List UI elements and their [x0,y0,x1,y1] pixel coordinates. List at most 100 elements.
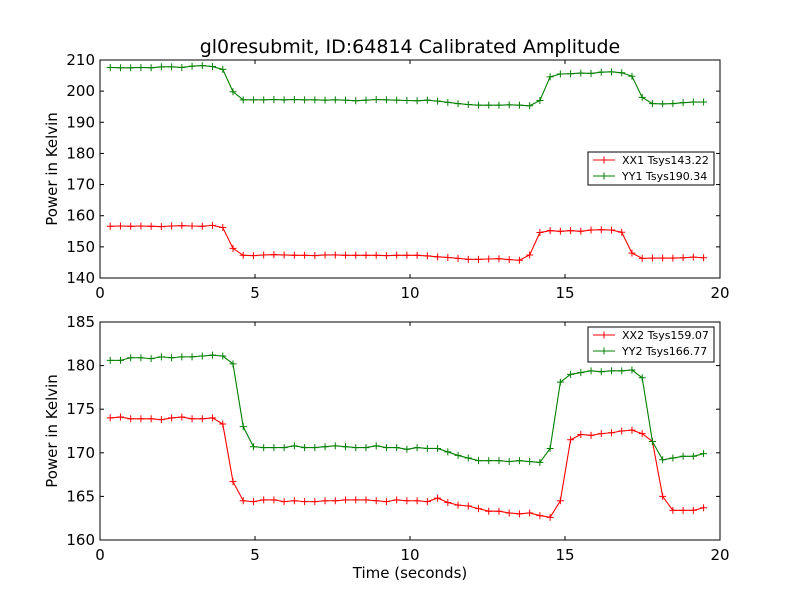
data-point [638,430,646,438]
data-point [352,97,360,105]
series-markers-1 [106,221,708,264]
data-point [362,444,370,452]
data-point [209,221,217,229]
data-point [219,420,227,428]
data-point [700,254,708,262]
data-point [423,96,431,104]
data-point [157,416,165,424]
data-point [485,457,493,465]
data-point [618,69,626,77]
data-point [608,429,615,437]
data-point [321,251,329,259]
data-point [239,251,247,259]
data-point [423,498,431,506]
data-point [311,498,319,506]
series-markers-2 [106,62,708,110]
x-tick-label: 15 [555,546,574,564]
data-point [331,251,339,259]
series-markers-2 [106,351,708,466]
data-point [147,222,155,230]
data-point [239,423,247,431]
data-point [638,374,646,382]
data-point [536,229,544,237]
data-point [536,96,544,104]
data-point [229,244,237,252]
data-point [454,254,462,262]
data-point [178,63,186,71]
y-tick-label: 200 [66,82,95,100]
data-point [689,253,697,261]
data-point [577,227,585,235]
data-point [270,96,278,104]
data-point [444,98,452,106]
y-tick-label: 170 [66,176,95,194]
data-point [382,252,390,260]
data-point [413,444,421,452]
data-point [393,444,401,452]
y-axis-label: Power in Kelvin [43,374,61,488]
data-point [495,255,503,263]
data-point [403,497,411,505]
data-point [567,227,575,235]
data-point [505,256,513,264]
data-point [321,443,329,451]
data-point [556,227,564,235]
series-markers-1 [106,413,708,521]
legend-label: YY1 Tsys190.34 [621,170,707,183]
legend-box [587,326,715,363]
legend-marker [600,156,608,164]
data-point [659,456,667,464]
x-tick-label: 20 [710,284,729,302]
data-point [505,458,513,466]
y-tick-label: 150 [66,238,95,256]
data-point [321,497,329,505]
data-point [168,222,176,230]
data-point [454,501,462,509]
data-point [352,496,360,504]
data-point [577,369,585,377]
data-point [301,251,309,259]
chart-title: gl0resubmit, ID:64814 Calibrated Amplitu… [200,36,621,58]
data-point [372,251,380,259]
data-point [689,98,697,106]
data-point [669,454,677,462]
data-point [219,224,227,232]
data-point [638,254,646,262]
data-point [372,96,380,104]
data-point [157,63,165,71]
data-point [413,251,421,259]
data-point [475,255,483,263]
data-point [147,355,155,363]
data-point [423,444,431,452]
data-point [495,101,503,109]
data-point [679,452,687,460]
data-point [106,356,114,364]
data-point [567,70,575,78]
data-point [249,443,257,451]
data-point [116,64,124,72]
data-point [127,354,135,362]
legend-marker [600,331,608,339]
legend: XX1 Tsys143.22 YY1 Tsys190.34 [587,151,715,186]
data-point [475,457,483,465]
data-point [444,253,452,261]
data-point [127,222,135,230]
data-point [464,255,472,263]
data-point [372,442,380,450]
data-point [659,100,667,108]
y-tick-label: 160 [66,207,95,225]
data-point [648,254,656,262]
data-point [137,354,145,362]
data-point [546,227,554,235]
data-point [290,251,298,259]
y-axis-label: Power in Kelvin [43,112,61,226]
data-point [249,498,257,506]
data-point [556,70,564,78]
y-tick-label: 190 [66,113,95,131]
data-point [260,444,268,452]
x-tick-label: 15 [555,284,574,302]
data-point [475,505,483,513]
data-point [536,512,544,520]
data-point [352,251,360,259]
data-point [331,442,339,450]
